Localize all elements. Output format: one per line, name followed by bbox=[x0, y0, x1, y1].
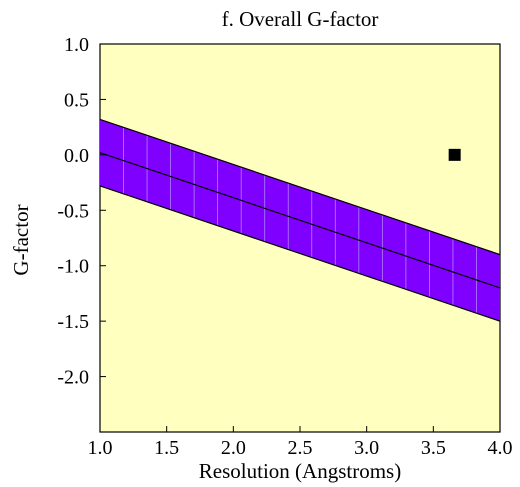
band-upper-line bbox=[99, 118, 501, 256]
chart-title: f. Overall G-factor bbox=[222, 7, 379, 31]
y-tick-label: -2.0 bbox=[57, 367, 89, 389]
x-tick-label: 3.0 bbox=[354, 437, 379, 459]
axis-ticks: 1.0 1.5 2.0 2.5 3.0 3.5 4.0 1.0 0.5 0.0 -0.5 -1.0 -1… bbox=[57, 34, 512, 459]
x-tick-label: 2.5 bbox=[288, 437, 313, 459]
y-tick-label: 1.0 bbox=[64, 34, 89, 56]
band-center-line bbox=[99, 152, 501, 289]
x-tick-label: 2.0 bbox=[221, 437, 246, 459]
y-tick-label: -1.0 bbox=[57, 256, 89, 278]
y-tick-label: 0.0 bbox=[64, 145, 89, 167]
x-axis-title: Resolution (Angstroms) bbox=[199, 459, 401, 483]
data-point bbox=[448, 148, 461, 161]
x-tick-label: 1.5 bbox=[154, 437, 179, 459]
x-tick-label: 1.0 bbox=[88, 437, 113, 459]
band-layer bbox=[99, 118, 501, 322]
y-axis-title: G-factor bbox=[9, 204, 33, 275]
y-tick-label: -1.5 bbox=[57, 311, 89, 333]
y-tick-label: -0.5 bbox=[57, 200, 89, 222]
point-layer bbox=[448, 148, 461, 161]
y-tick-label: 0.5 bbox=[64, 89, 89, 111]
x-tick-label: 3.5 bbox=[421, 437, 446, 459]
x-tick-label: 4.0 bbox=[488, 437, 513, 459]
band-lower-line bbox=[99, 185, 501, 322]
